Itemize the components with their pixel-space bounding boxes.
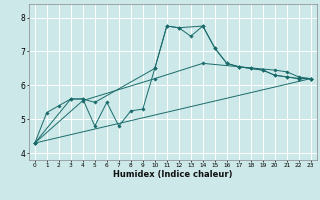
- X-axis label: Humidex (Indice chaleur): Humidex (Indice chaleur): [113, 170, 233, 179]
